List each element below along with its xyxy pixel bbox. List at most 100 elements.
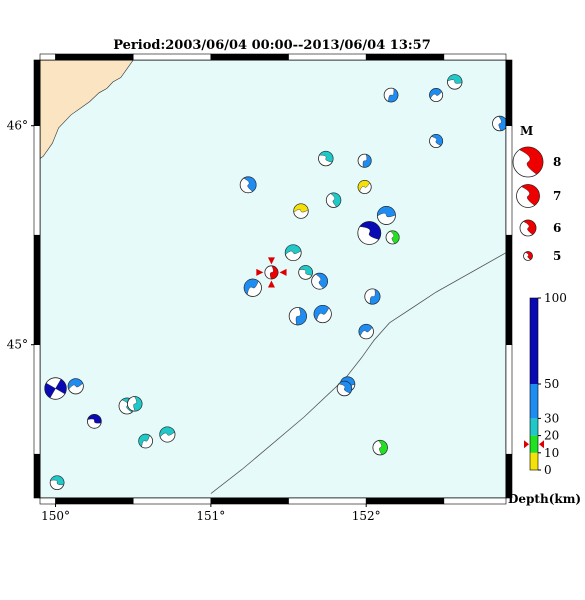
focal-mechanism-3 xyxy=(87,413,102,429)
main-event-marker-1 xyxy=(267,280,275,288)
focal-mechanism-18 xyxy=(318,150,334,167)
magnitude-legend-ball-7 xyxy=(516,184,540,208)
frame-left-segment xyxy=(33,453,41,499)
magnitude-legend-ball-6 xyxy=(519,219,537,237)
frame-left-segment xyxy=(33,344,41,455)
focal-mechanism-12-compression xyxy=(285,244,302,255)
main-event-depth-marker-right xyxy=(539,440,544,449)
focal-mechanism-17-compression xyxy=(293,203,309,213)
depth-band-3 xyxy=(530,418,538,436)
magnitude-legend-ball-8-compression xyxy=(519,146,544,175)
depth-tick-label: 0 xyxy=(544,463,552,477)
depth-band-1 xyxy=(530,452,538,470)
depth-band-4 xyxy=(530,384,538,419)
focal-mechanism-32-compression xyxy=(447,74,463,84)
focal-mechanism-30 xyxy=(383,87,399,103)
focal-mechanism-26-compression xyxy=(358,324,373,337)
focal-mechanism-1-compression xyxy=(44,378,67,399)
magnitude-legend-ball-6-compression xyxy=(523,219,537,235)
focal-mechanism-17 xyxy=(293,203,309,219)
focal-mechanism-13 xyxy=(298,265,313,280)
frame-bottom-segment xyxy=(288,497,367,505)
frame-left-segment xyxy=(33,125,41,236)
focal-mechanism-25 xyxy=(364,288,381,305)
focal-mechanism-23-compression xyxy=(359,221,381,240)
magnitude-legend-label: 7 xyxy=(553,189,561,203)
frame-right-segment xyxy=(505,234,513,345)
frame-top-segment xyxy=(365,53,445,61)
main-event-depth-marker-left xyxy=(524,440,529,449)
focal-mechanism-8-compression xyxy=(50,475,65,486)
focal-mechanisms xyxy=(44,74,508,491)
land-mass xyxy=(39,59,134,160)
focal-mechanism-22-compression xyxy=(377,206,396,218)
focal-mechanism-7 xyxy=(159,426,176,443)
depth-tick-label: 30 xyxy=(544,411,559,425)
frame-bottom-segment xyxy=(39,497,56,505)
focal-mechanism-13-compression xyxy=(298,265,313,276)
depth-band-2 xyxy=(530,435,538,453)
frame-bottom-segment xyxy=(55,497,134,505)
focal-mechanism-25-compression xyxy=(369,288,381,305)
focal-mechanism-10-compression xyxy=(270,265,279,280)
focal-mechanism-7-compression xyxy=(159,426,175,438)
depth-legend-title: Depth(km) xyxy=(508,492,581,506)
frame-right-segment xyxy=(505,59,513,126)
frame-right-segment xyxy=(505,125,513,236)
focal-mechanism-23 xyxy=(357,221,382,245)
lon-tick-label: 151° xyxy=(196,509,225,523)
lon-tick-label: 150° xyxy=(41,509,70,523)
magnitude-legend-ball-7-compression xyxy=(521,184,540,206)
frame-top-segment xyxy=(210,53,289,61)
focal-mechanism-5 xyxy=(127,396,143,412)
frame-top-segment xyxy=(132,53,212,61)
focal-mechanism-15-compression xyxy=(295,307,307,326)
frame-bottom-segment xyxy=(210,497,289,505)
lat-tick-label: 46° xyxy=(7,119,28,133)
frame-left-segment xyxy=(33,234,41,345)
focal-mechanism-20 xyxy=(357,153,372,168)
depth-band-5 xyxy=(530,298,538,384)
focal-mechanism-18-compression xyxy=(319,151,334,163)
main-event-marker-3 xyxy=(279,268,287,276)
lon-tick-label: 152° xyxy=(352,509,381,523)
focal-mechanism-24-compression xyxy=(390,230,400,244)
focal-mechanism-11 xyxy=(243,278,262,297)
focal-mechanism-6 xyxy=(138,433,153,449)
focal-mechanism-1 xyxy=(44,377,67,400)
frame-top-segment xyxy=(288,53,367,61)
focal-mechanism-9-compression xyxy=(243,176,257,192)
focal-mechanism-10 xyxy=(264,265,279,280)
focal-mechanism-28 xyxy=(336,380,353,397)
focal-mechanism-32 xyxy=(447,74,463,90)
focal-mechanism-34 xyxy=(492,115,508,132)
frame-bottom-segment xyxy=(365,497,445,505)
focal-mechanism-2 xyxy=(67,378,84,395)
frame-top-segment xyxy=(55,53,134,61)
map-title: Period:2003/06/04 00:00--2013/06/04 13:5… xyxy=(113,38,431,53)
focal-mechanism-30-compression xyxy=(388,88,399,103)
depth-tick-label: 100 xyxy=(544,291,567,305)
magnitude-legend-ball-5 xyxy=(523,251,533,261)
focal-mechanism-26 xyxy=(358,323,374,340)
focal-mechanism-2-compression xyxy=(67,378,84,390)
focal-mechanism-3-compression xyxy=(87,414,102,424)
frame-bottom-segment xyxy=(132,497,212,505)
focal-mechanism-24 xyxy=(385,230,400,245)
focal-mechanism-33 xyxy=(429,134,444,149)
focal-mechanism-21-compression xyxy=(357,180,370,192)
focal-mechanism-9 xyxy=(239,176,257,194)
lat-tick-label: 45° xyxy=(7,338,28,352)
depth-tick-label: 10 xyxy=(544,446,559,460)
main-event-marker-2 xyxy=(267,257,275,265)
axis-ticks: 150° 151° 152° 45° 46° xyxy=(7,119,381,523)
focal-mechanism-19 xyxy=(325,192,342,208)
focal-mechanism-28-compression xyxy=(338,381,352,394)
frame-bottom-segment xyxy=(443,497,507,505)
magnitude-legend-ball-8 xyxy=(512,146,544,178)
magnitude-legend-label: 8 xyxy=(553,155,561,169)
frame-right-segment xyxy=(505,344,513,455)
focal-mechanism-11-compression xyxy=(243,278,259,295)
focal-mechanism-16-compression xyxy=(313,305,330,321)
